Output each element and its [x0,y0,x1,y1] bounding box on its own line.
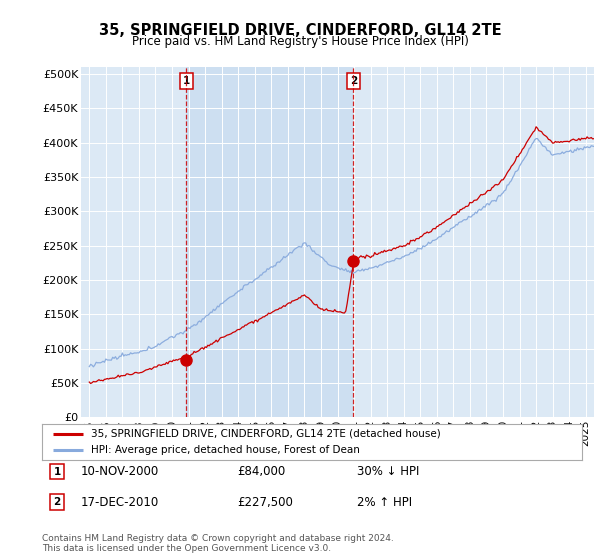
Text: 10-NOV-2000: 10-NOV-2000 [81,465,159,478]
Text: 1: 1 [183,76,190,86]
Text: 2: 2 [53,497,61,507]
Text: £227,500: £227,500 [237,496,293,509]
Text: HPI: Average price, detached house, Forest of Dean: HPI: Average price, detached house, Fore… [91,446,359,455]
Text: 30% ↓ HPI: 30% ↓ HPI [357,465,419,478]
Text: 2: 2 [350,76,357,86]
Bar [187,67,353,417]
Text: Contains HM Land Registry data © Crown copyright and database right 2024.
This d: Contains HM Land Registry data © Crown c… [42,534,394,553]
Text: 2% ↑ HPI: 2% ↑ HPI [357,496,412,509]
Text: £84,000: £84,000 [237,465,285,478]
Text: 1: 1 [53,466,61,477]
Text: 17-DEC-2010: 17-DEC-2010 [81,496,159,509]
Text: Price paid vs. HM Land Registry's House Price Index (HPI): Price paid vs. HM Land Registry's House … [131,35,469,49]
Text: 35, SPRINGFIELD DRIVE, CINDERFORD, GL14 2TE (detached house): 35, SPRINGFIELD DRIVE, CINDERFORD, GL14 … [91,429,440,438]
Text: 35, SPRINGFIELD DRIVE, CINDERFORD, GL14 2TE: 35, SPRINGFIELD DRIVE, CINDERFORD, GL14 … [98,24,502,38]
